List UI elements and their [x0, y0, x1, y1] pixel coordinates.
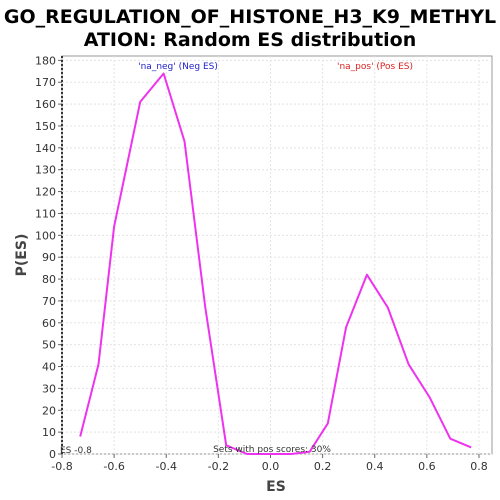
y-tick-label: 130	[35, 164, 56, 177]
y-tick-label: 50	[42, 339, 56, 352]
y-tick-label: 60	[42, 317, 56, 330]
legend-pos-es: 'na_pos' (Pos ES)	[337, 62, 413, 72]
legend-neg-es: 'na_neg' (Neg ES)	[138, 62, 218, 72]
y-tick-label: 170	[35, 76, 56, 89]
y-tick-label: 10	[42, 426, 56, 439]
x-tick-label: -0.2	[208, 460, 229, 473]
y-tick-label: 180	[35, 54, 56, 67]
series-line	[79, 72, 472, 455]
y-tick-label: 20	[42, 404, 56, 417]
x-tick-label: 0.6	[418, 460, 436, 473]
y-tick-label: 140	[35, 142, 56, 155]
y-axis-label: P(ES)	[14, 234, 30, 277]
y-tick-label: 30	[42, 382, 56, 395]
x-tick-label: -0.4	[156, 460, 177, 473]
y-tick-label: 160	[35, 98, 56, 111]
x-axis: -0.8 -0.6 -0.4 -0.2 0.0 0.2 0.4 0.6 0.8	[51, 454, 488, 473]
series-group	[79, 72, 472, 455]
y-tick-label: 90	[42, 251, 56, 264]
y-tick-label: 150	[35, 120, 56, 133]
y-tick-label: 80	[42, 273, 56, 286]
y-tick-label: 120	[35, 186, 56, 199]
y-tick-label: 70	[42, 295, 56, 308]
x-tick-label: 0.0	[262, 460, 280, 473]
x-tick-label: 0.4	[366, 460, 384, 473]
y-tick-label: 110	[35, 207, 56, 220]
plot-area	[61, 55, 493, 455]
pos-scores-annotation: Sets with pos scores: 30%	[213, 445, 331, 455]
chart-title-line-1: GO_REGULATION_OF_HISTONE_H3_K9_METHYL	[4, 6, 496, 28]
x-tick-label: 0.8	[470, 460, 488, 473]
x-tick-label: 0.2	[314, 460, 332, 473]
x-tick-label: -0.8	[51, 460, 72, 473]
es-annotation: ES -0.8	[60, 446, 92, 456]
x-axis-label: ES	[266, 479, 286, 495]
y-tick-label: 40	[42, 361, 56, 374]
y-tick-label: 100	[35, 229, 56, 242]
y-axis: 0 10 20 30 40 50 60 70 80 90 100 110 120 130 140 150 160…	[35, 54, 63, 461]
chart-title-line-2: ATION: Random ES distribution	[84, 29, 417, 51]
x-tick-label: -0.6	[103, 460, 124, 473]
y-tick-label: 0	[49, 448, 56, 461]
